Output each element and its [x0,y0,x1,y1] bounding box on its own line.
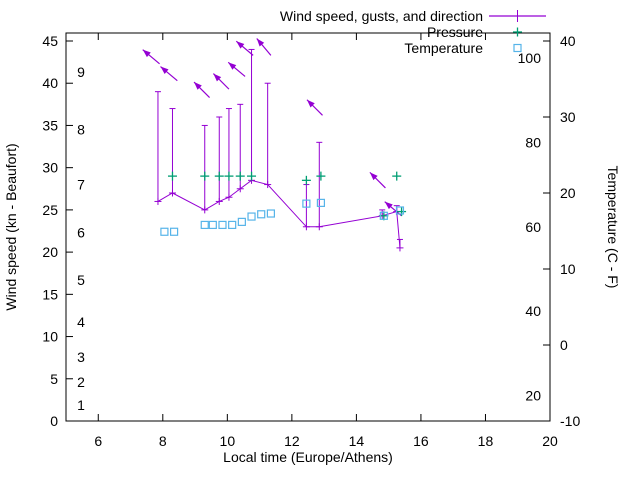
temperature-point [228,220,237,230]
y-left-axis-label: Wind speed (kn - Beaufort) [3,143,19,310]
y-right-axis-label: Temperature (C - F) [605,166,621,289]
temperature-point [237,217,246,226]
temperature-point [266,209,275,218]
legend-label-temperature: Temperature [404,40,483,56]
y-left-tick-label: 35 [42,117,58,133]
beaufort-label: 8 [77,122,85,138]
legend-temperature-marker [513,43,522,53]
temperature-point [208,220,217,230]
x-tick-label: 12 [284,433,300,449]
temperature-point [302,199,311,208]
x-tick-label: 16 [413,433,429,449]
y-right-tick-label: 20 [560,185,576,201]
wind-arrow-head [384,201,393,210]
temperature-point [200,220,209,230]
wind-arrow-head [213,73,222,82]
fahrenheit-label: 40 [525,303,541,319]
y-left-tick-label: 45 [42,33,58,49]
y-right-tick-label: 30 [560,109,576,125]
fahrenheit-label: 60 [525,219,541,235]
beaufort-label: 3 [77,349,85,365]
legend-label-pressure: Pressure [427,24,483,40]
beaufort-label: 4 [77,314,85,330]
x-tick-label: 8 [159,433,167,449]
y-right-tick-label: 10 [560,261,576,277]
y-left-tick-label: 0 [50,413,58,429]
y-left-tick-label: 30 [42,160,58,176]
temperature-point [169,227,179,236]
beaufort-label: 7 [77,177,85,193]
plot-layer: 6 8 10 12 14 16 18 20051015202530354045-1001020… [42,8,580,449]
beaufort-label: 9 [77,64,85,80]
fahrenheit-label: 20 [525,388,541,404]
legend-label-wind: Wind speed, gusts, and direction [280,8,483,24]
y-right-tick-label: 0 [560,337,568,353]
temperature-point [379,211,388,220]
wind-arrow-head [142,49,151,58]
wind-arrow-head [236,41,245,49]
wind-arrow-head [160,66,169,74]
wind-arrow-head [306,99,315,108]
temperature-point [257,210,266,219]
y-right-tick-label: -10 [560,413,580,429]
wind-speed-line [157,179,401,248]
y-left-tick-label: 25 [42,202,58,218]
plot-border [65,32,551,422]
y-left-tick-label: 15 [42,286,58,302]
y-left-tick-label: 5 [50,371,58,387]
temperature-point [247,212,256,221]
y-right-tick-label: 40 [560,33,576,49]
temperature-point [160,227,169,236]
fahrenheit-label: 80 [525,134,541,150]
beaufort-label: 5 [77,272,85,288]
wind-arrow-head [256,38,265,47]
x-tick-label: 6 [94,433,102,449]
beaufort-label: 6 [77,225,85,241]
x-tick-label: 18 [478,433,494,449]
x-axis-label: Local time (Europe/Athens) [223,449,393,465]
wind-arrow-head [228,62,237,70]
x-tick-label: 14 [349,433,365,449]
temperature-point [395,206,405,215]
y-left-tick-label: 20 [42,244,58,260]
temperature-point [316,198,326,207]
x-tick-label: 10 [220,433,236,449]
beaufort-label: 1 [77,397,85,413]
fahrenheit-label: 100 [518,50,542,66]
beaufort-label: 2 [77,374,85,390]
x-tick-label: 20 [542,433,558,449]
temperature-point [218,220,227,230]
wind-arrow-head [194,82,202,90]
wind-arrow-head [369,172,378,181]
y-left-tick-label: 40 [42,75,58,91]
y-left-tick-label: 10 [42,329,58,345]
